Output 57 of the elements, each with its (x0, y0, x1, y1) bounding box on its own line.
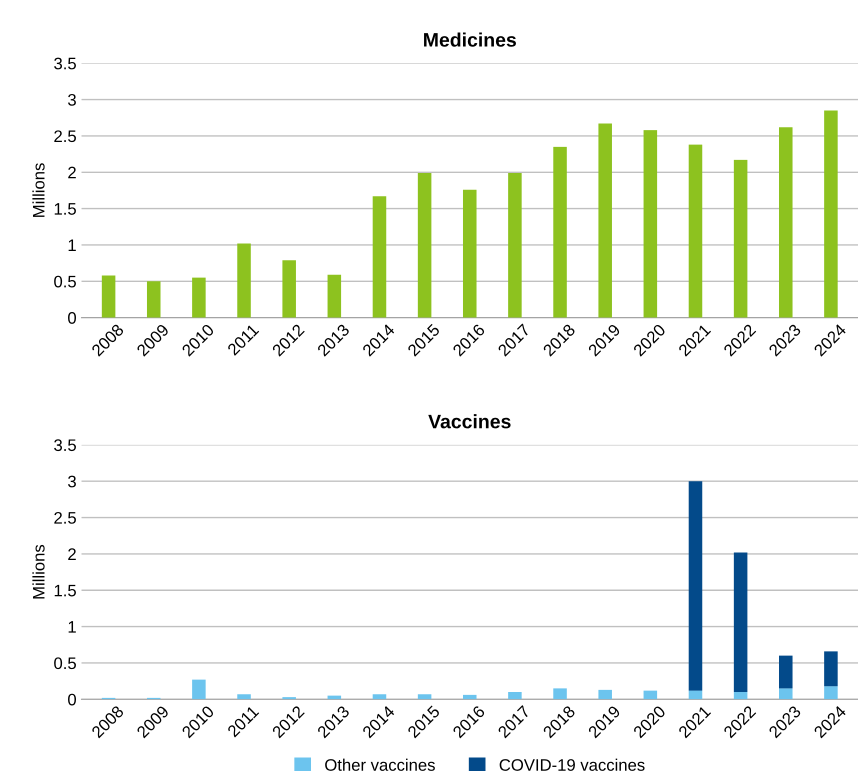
y-tick-label: 0 (68, 694, 76, 706)
bar (192, 680, 206, 700)
bar (824, 686, 838, 700)
bar (734, 160, 748, 318)
bar (192, 278, 206, 318)
bar (778, 127, 793, 318)
bar (372, 694, 386, 700)
y-tick-label: 3.5 (54, 439, 76, 452)
bar (102, 275, 116, 318)
bar (237, 244, 251, 318)
bar (734, 552, 748, 692)
bar (688, 481, 702, 691)
y-tick-label: 3.5 (54, 58, 76, 70)
y-tick-label: 2.5 (54, 130, 76, 142)
bar (508, 172, 522, 318)
bar (328, 696, 342, 700)
bar (644, 130, 658, 318)
y-tick-label: 1.5 (54, 203, 76, 215)
bar (734, 692, 748, 700)
bar (418, 172, 432, 318)
y-tick-label: 3 (68, 94, 76, 106)
y-tick-label: 1 (68, 621, 76, 633)
chart-title: Medicines (424, 32, 516, 47)
bar (824, 651, 838, 686)
bar (462, 190, 477, 318)
bar (328, 274, 342, 318)
bar (553, 146, 567, 318)
y-axis-title: Millions (32, 163, 45, 217)
bar (237, 694, 251, 700)
bar (418, 694, 432, 700)
y-tick-label: 3 (68, 476, 76, 488)
y-tick-label: 2.5 (54, 512, 76, 524)
bar (778, 656, 793, 688)
y-tick-label: 1 (68, 240, 76, 251)
y-tick-label: 2 (68, 166, 76, 178)
legend-label: Other vaccines (325, 758, 435, 771)
bar (462, 694, 477, 700)
bar (778, 688, 793, 700)
bar (146, 281, 161, 318)
y-axis-title: Millions (32, 544, 45, 598)
chart-title: Vaccines (428, 414, 511, 428)
y-tick-label: 0.5 (54, 657, 76, 670)
bar (598, 124, 612, 318)
bar (508, 692, 522, 700)
y-tick-label: 0 (68, 312, 76, 324)
bar (824, 110, 838, 318)
bar (688, 144, 702, 318)
bar (282, 260, 296, 318)
y-tick-label: 1.5 (54, 584, 76, 596)
bar (688, 690, 702, 700)
bar (372, 196, 386, 318)
bar (598, 690, 612, 700)
bar (644, 690, 658, 700)
y-tick-label: 0.5 (54, 276, 76, 288)
bar (553, 688, 567, 700)
y-tick-label: 2 (68, 548, 76, 560)
legend-label: COVID-19 vaccines (500, 758, 645, 771)
